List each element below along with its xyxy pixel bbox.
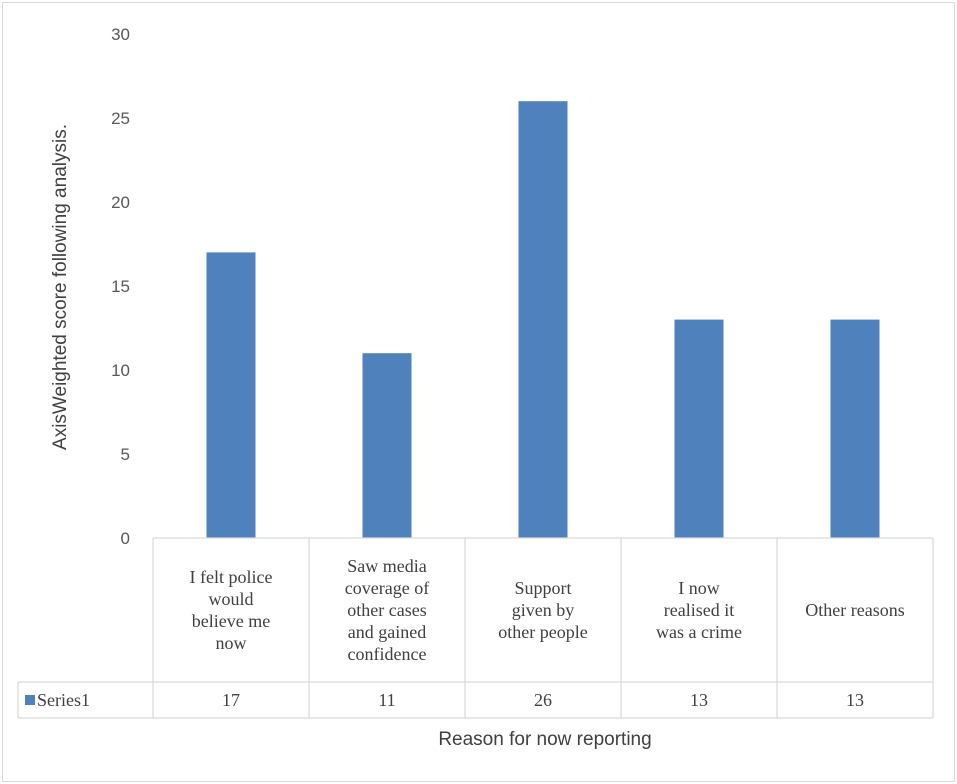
y-tick-label: 25 [111,109,130,128]
y-tick-label: 10 [111,361,130,380]
category-label: would [209,589,254,609]
category-label: I felt police [190,567,273,587]
category-label: Support [514,578,571,598]
category-label: I now [678,578,720,598]
data-table-value: 26 [534,690,552,710]
bar [518,101,568,538]
legend-swatch [25,695,35,705]
bar [206,252,256,538]
category-label: coverage of [345,578,429,598]
data-table-value: 13 [690,690,708,710]
data-table-value: 17 [222,690,240,710]
bar [830,319,880,538]
y-tick-label: 15 [111,277,130,296]
y-axis-ticks: 0 5 10 15 20 25 30 [111,25,130,548]
category-label: confidence [348,644,427,664]
y-axis-title: AxisWeighted score following analysis. [50,124,71,450]
x-axis-title: Reason for now reporting [438,729,651,750]
category-label: Other reasons [805,600,904,620]
category-label: Saw media [347,556,426,576]
bars [206,101,880,538]
category-label: was a crime [656,622,742,642]
data-table-value: 13 [846,690,864,710]
category-label: realised it [664,600,734,620]
category-label: other people [498,622,587,642]
category-label: other cases [347,600,426,620]
legend-series-name: Series1 [37,690,90,710]
y-tick-label: 0 [121,529,130,548]
category-label: believe me [192,611,270,631]
y-tick-label: 5 [121,445,130,464]
category-label: now [216,633,247,653]
y-tick-label: 20 [111,193,130,212]
data-table-value: 11 [378,690,395,710]
category-label: given by [512,600,575,620]
bar [362,353,412,538]
bar [674,319,724,538]
category-label: and gained [348,622,426,642]
y-tick-label: 30 [111,25,130,44]
